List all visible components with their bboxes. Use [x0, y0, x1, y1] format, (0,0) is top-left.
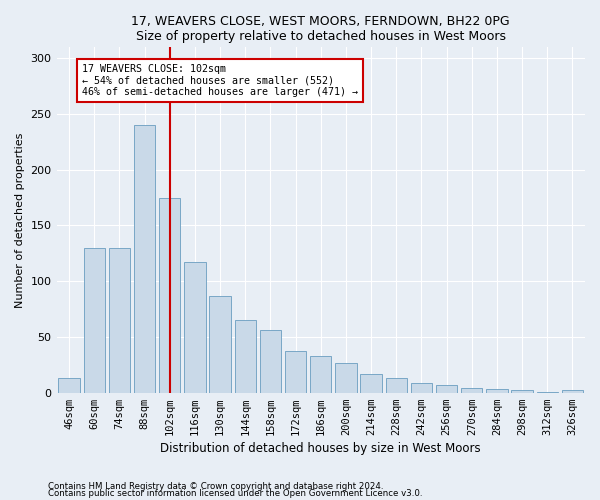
Bar [436, 385, 457, 392]
Bar [235, 320, 256, 392]
Text: Contains HM Land Registry data © Crown copyright and database right 2024.: Contains HM Land Registry data © Crown c… [48, 482, 383, 491]
Bar [58, 378, 80, 392]
Bar [209, 296, 231, 392]
Text: 17 WEAVERS CLOSE: 102sqm
← 54% of detached houses are smaller (552)
46% of semi-: 17 WEAVERS CLOSE: 102sqm ← 54% of detach… [82, 64, 358, 97]
Bar [159, 198, 181, 392]
Bar [285, 352, 307, 393]
Bar [511, 390, 533, 392]
Bar [486, 390, 508, 392]
Bar [310, 356, 331, 393]
Bar [335, 362, 356, 392]
Bar [134, 125, 155, 392]
Text: Contains public sector information licensed under the Open Government Licence v3: Contains public sector information licen… [48, 490, 422, 498]
Bar [83, 248, 105, 392]
Bar [109, 248, 130, 392]
Y-axis label: Number of detached properties: Number of detached properties [15, 132, 25, 308]
Bar [184, 262, 206, 392]
Bar [260, 330, 281, 392]
Bar [386, 378, 407, 392]
Bar [361, 374, 382, 392]
Bar [461, 388, 482, 392]
Title: 17, WEAVERS CLOSE, WEST MOORS, FERNDOWN, BH22 0PG
Size of property relative to d: 17, WEAVERS CLOSE, WEST MOORS, FERNDOWN,… [131, 15, 510, 43]
Bar [411, 382, 432, 392]
Bar [562, 390, 583, 392]
X-axis label: Distribution of detached houses by size in West Moors: Distribution of detached houses by size … [160, 442, 481, 455]
